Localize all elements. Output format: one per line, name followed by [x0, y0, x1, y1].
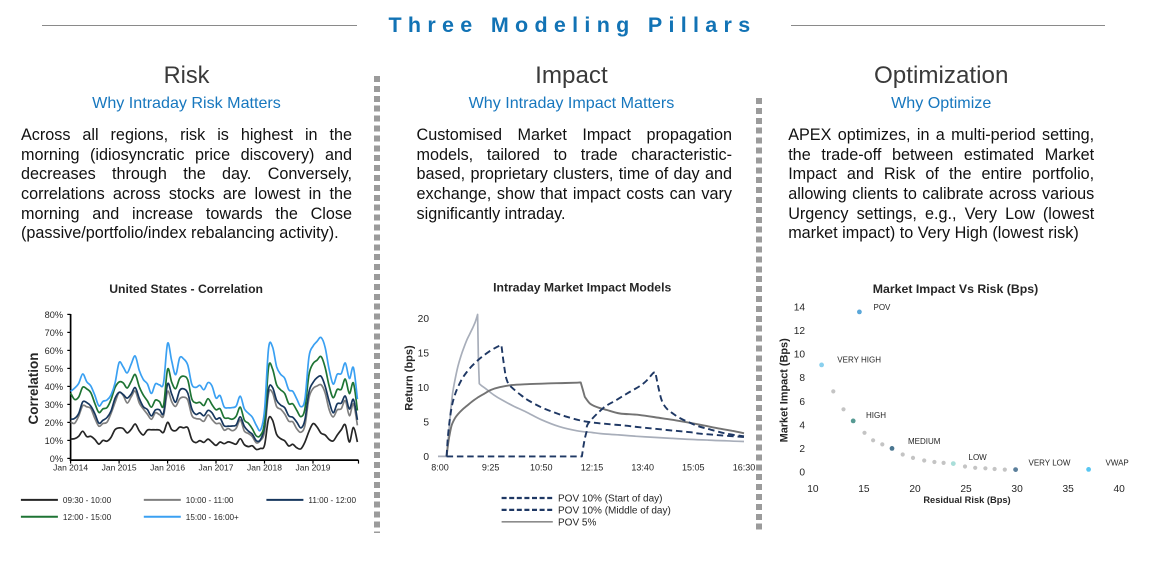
- svg-text:POV: POV: [874, 303, 892, 312]
- svg-text:United States - Correlation: United States - Correlation: [109, 282, 263, 296]
- svg-text:Residual Risk (Bps): Residual Risk (Bps): [923, 495, 1010, 505]
- svg-text:80%: 80%: [45, 310, 63, 320]
- svg-text:20: 20: [418, 314, 430, 325]
- svg-text:12: 12: [794, 326, 806, 337]
- svg-text:POV 10% (Middle of day): POV 10% (Middle of day): [558, 506, 671, 517]
- svg-text:10: 10: [807, 484, 819, 495]
- svg-text:Jan 2019: Jan 2019: [296, 462, 331, 472]
- svg-text:40: 40: [1114, 484, 1126, 495]
- svg-text:50%: 50%: [45, 364, 63, 374]
- svg-text:Jan 2016: Jan 2016: [150, 462, 185, 472]
- svg-text:0: 0: [423, 452, 429, 463]
- svg-text:VERY LOW: VERY LOW: [1029, 459, 1071, 468]
- svg-text:POV 10% (Start of day): POV 10% (Start of day): [558, 494, 663, 505]
- svg-text:40%: 40%: [45, 382, 63, 392]
- svg-text:10: 10: [418, 383, 430, 394]
- svg-text:VERY HIGH: VERY HIGH: [837, 356, 881, 365]
- svg-text:HIGH: HIGH: [866, 411, 886, 420]
- svg-text:Intraday Market Impact Models: Intraday Market Impact Models: [493, 281, 671, 295]
- svg-text:15:00 - 16:00+: 15:00 - 16:00+: [186, 513, 239, 522]
- svg-text:0%: 0%: [50, 454, 63, 464]
- svg-text:30: 30: [1011, 484, 1023, 495]
- svg-text:Market Impact (Bps): Market Impact (Bps): [779, 338, 791, 442]
- svg-text:10: 10: [794, 350, 806, 361]
- svg-text:5: 5: [423, 418, 429, 429]
- svg-text:MEDIUM: MEDIUM: [908, 437, 941, 446]
- svg-text:14: 14: [794, 303, 806, 314]
- svg-text:15: 15: [858, 484, 870, 495]
- svg-text:13:40: 13:40: [631, 463, 654, 473]
- svg-text:12:15: 12:15: [581, 463, 604, 473]
- svg-text:10%: 10%: [45, 436, 63, 446]
- svg-text:30%: 30%: [45, 400, 63, 410]
- svg-text:15: 15: [418, 348, 430, 359]
- svg-text:12:00 - 15:00: 12:00 - 15:00: [63, 513, 112, 522]
- svg-text:Jan 2018: Jan 2018: [247, 462, 282, 472]
- svg-text:25: 25: [960, 484, 972, 495]
- svg-text:09:30 - 10:00: 09:30 - 10:00: [63, 496, 112, 505]
- svg-text:10:50: 10:50: [530, 463, 553, 473]
- svg-text:20%: 20%: [45, 418, 63, 428]
- svg-text:8: 8: [799, 373, 805, 384]
- svg-text:11:00 - 12:00: 11:00 - 12:00: [308, 496, 356, 505]
- svg-text:Return (bps): Return (bps): [404, 345, 416, 411]
- svg-text:Jan 2014: Jan 2014: [53, 462, 88, 472]
- svg-text:20: 20: [909, 484, 921, 495]
- svg-text:8:00: 8:00: [431, 463, 449, 473]
- svg-text:LOW: LOW: [969, 453, 988, 462]
- svg-text:4: 4: [799, 420, 805, 431]
- svg-text:0: 0: [799, 467, 805, 478]
- svg-text:60%: 60%: [45, 346, 63, 356]
- svg-text:VWAP: VWAP: [1106, 459, 1129, 468]
- svg-text:10:00 - 11:00: 10:00 - 11:00: [186, 496, 234, 505]
- svg-text:6: 6: [799, 397, 805, 408]
- svg-text:9:25: 9:25: [482, 463, 500, 473]
- svg-text:16:30: 16:30: [733, 463, 756, 473]
- svg-text:POV 5%: POV 5%: [558, 517, 596, 528]
- svg-text:70%: 70%: [45, 328, 63, 338]
- svg-text:35: 35: [1063, 484, 1075, 495]
- svg-text:2: 2: [799, 444, 805, 455]
- svg-text:Market Impact Vs Risk (Bps): Market Impact Vs Risk (Bps): [873, 282, 1038, 296]
- svg-text:Jan 2015: Jan 2015: [102, 462, 137, 472]
- svg-text:Jan 2017: Jan 2017: [199, 462, 234, 472]
- svg-text:15:05: 15:05: [682, 463, 705, 473]
- svg-text:Correlation: Correlation: [26, 352, 41, 424]
